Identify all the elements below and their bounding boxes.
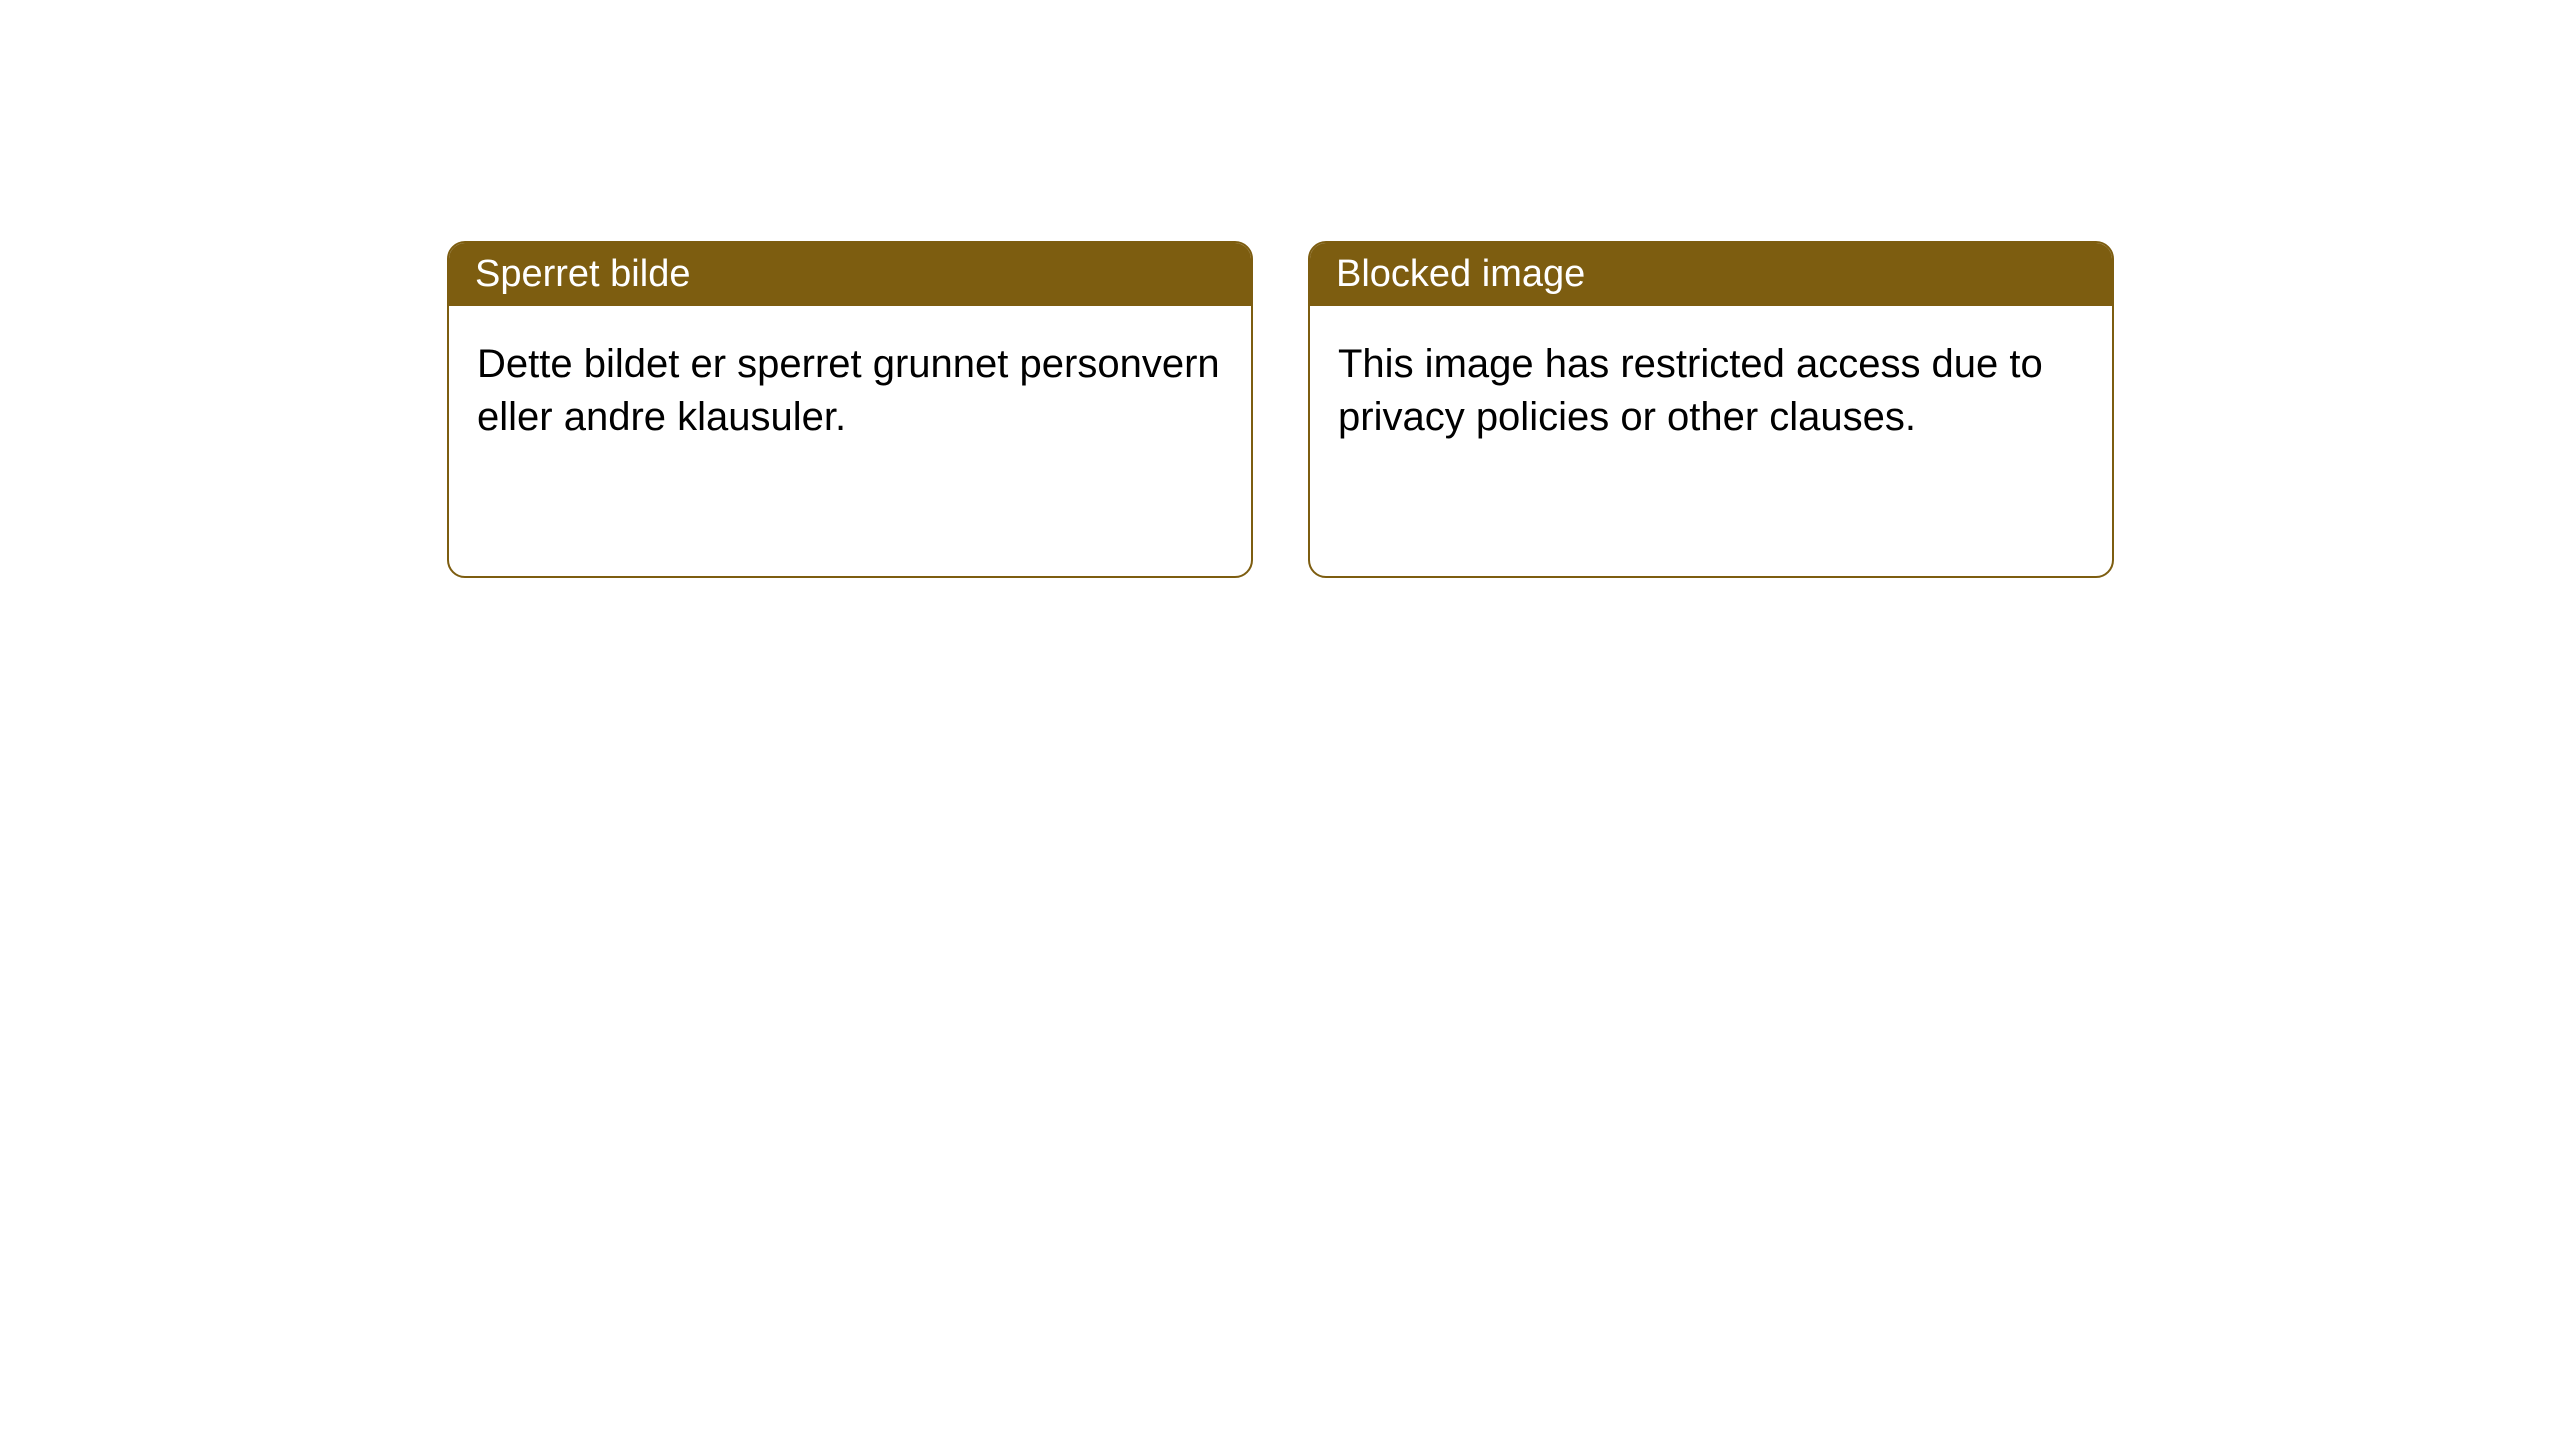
- notice-header: Blocked image: [1310, 243, 2112, 306]
- notice-header: Sperret bilde: [449, 243, 1251, 306]
- notice-title: Sperret bilde: [475, 253, 690, 295]
- notice-box-english: Blocked image This image has restricted …: [1308, 241, 2114, 578]
- notice-body: Dette bildet er sperret grunnet personve…: [449, 306, 1251, 476]
- notice-message: This image has restricted access due to …: [1338, 342, 2043, 439]
- notice-message: Dette bildet er sperret grunnet personve…: [477, 342, 1220, 439]
- notice-container: Sperret bilde Dette bildet er sperret gr…: [447, 241, 2114, 578]
- notice-body: This image has restricted access due to …: [1310, 306, 2112, 476]
- notice-box-norwegian: Sperret bilde Dette bildet er sperret gr…: [447, 241, 1253, 578]
- notice-title: Blocked image: [1336, 253, 1585, 295]
